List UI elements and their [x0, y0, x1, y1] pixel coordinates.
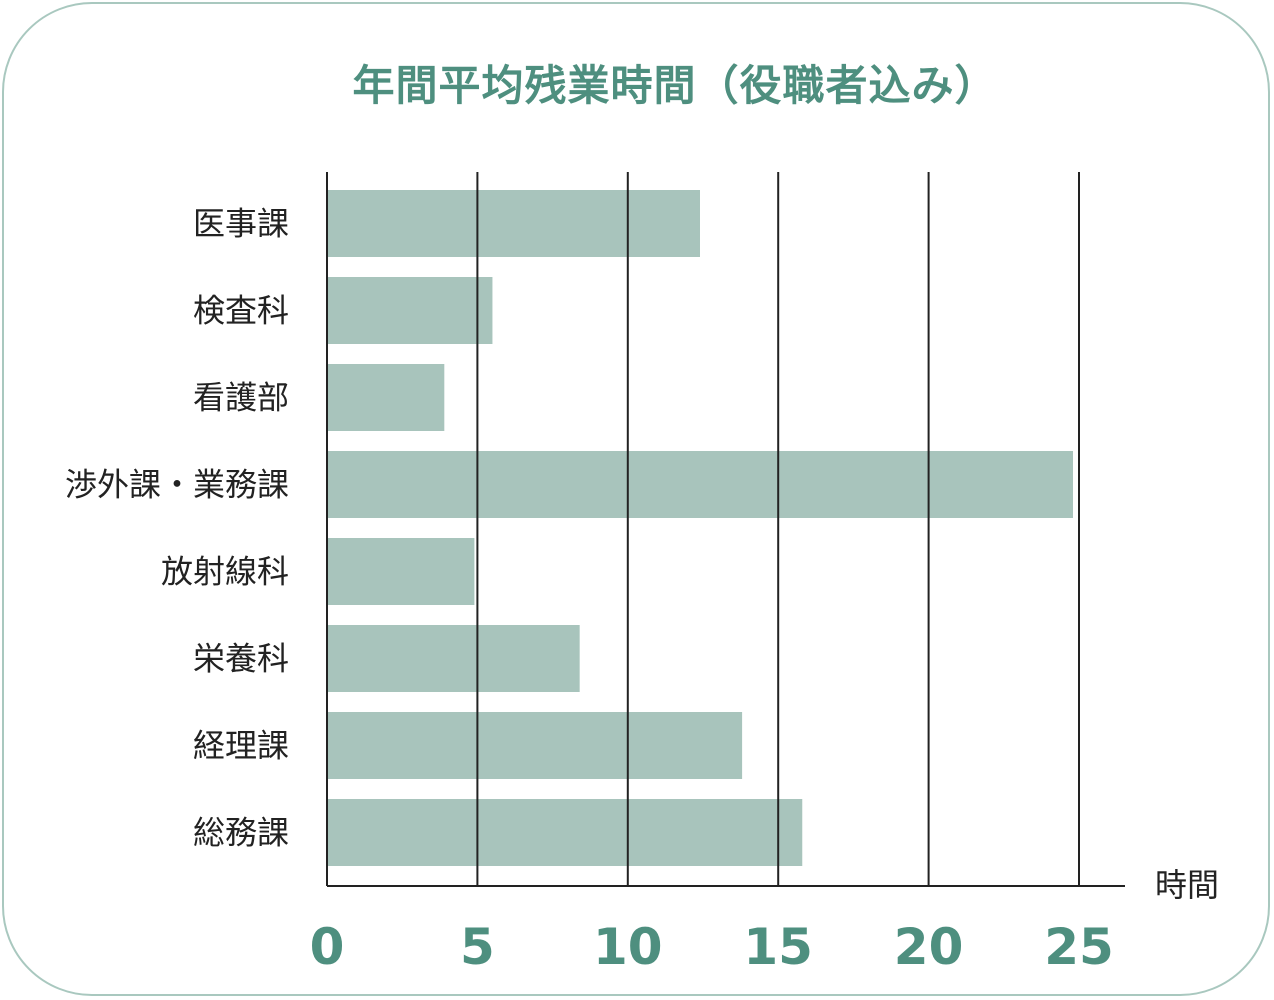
category-label: 看護部 — [193, 379, 289, 417]
bar-4 — [327, 538, 475, 605]
category-label: 総務課 — [193, 814, 289, 852]
x-tick-label: 5 — [460, 918, 495, 976]
category-label: 検査科 — [193, 292, 289, 330]
category-label: 栄養科 — [193, 640, 289, 678]
x-tick-label: 0 — [310, 918, 345, 976]
bar-6 — [327, 712, 743, 779]
bar-5 — [327, 625, 580, 692]
category-label: 渉外課・業務課 — [65, 466, 289, 504]
grid-layer — [326, 172, 1125, 887]
x-tick-label: 25 — [1044, 918, 1114, 976]
bar-3 — [327, 451, 1073, 518]
bar-1 — [327, 277, 493, 344]
bar-0 — [327, 190, 700, 257]
bar-2 — [327, 364, 445, 431]
category-label: 経理課 — [193, 727, 289, 765]
bars-layer — [327, 190, 1073, 866]
x-tick-label: 20 — [894, 918, 964, 976]
chart-title: 年間平均残業時間（役職者込み） — [352, 61, 998, 110]
bar-7 — [327, 799, 803, 866]
category-label: 医事課 — [193, 205, 289, 243]
category-label: 放射線科 — [161, 553, 289, 591]
x-axis-unit-label: 時間 — [1155, 866, 1219, 904]
x-tick-label: 15 — [743, 918, 813, 976]
x-tick-label: 10 — [593, 918, 663, 976]
